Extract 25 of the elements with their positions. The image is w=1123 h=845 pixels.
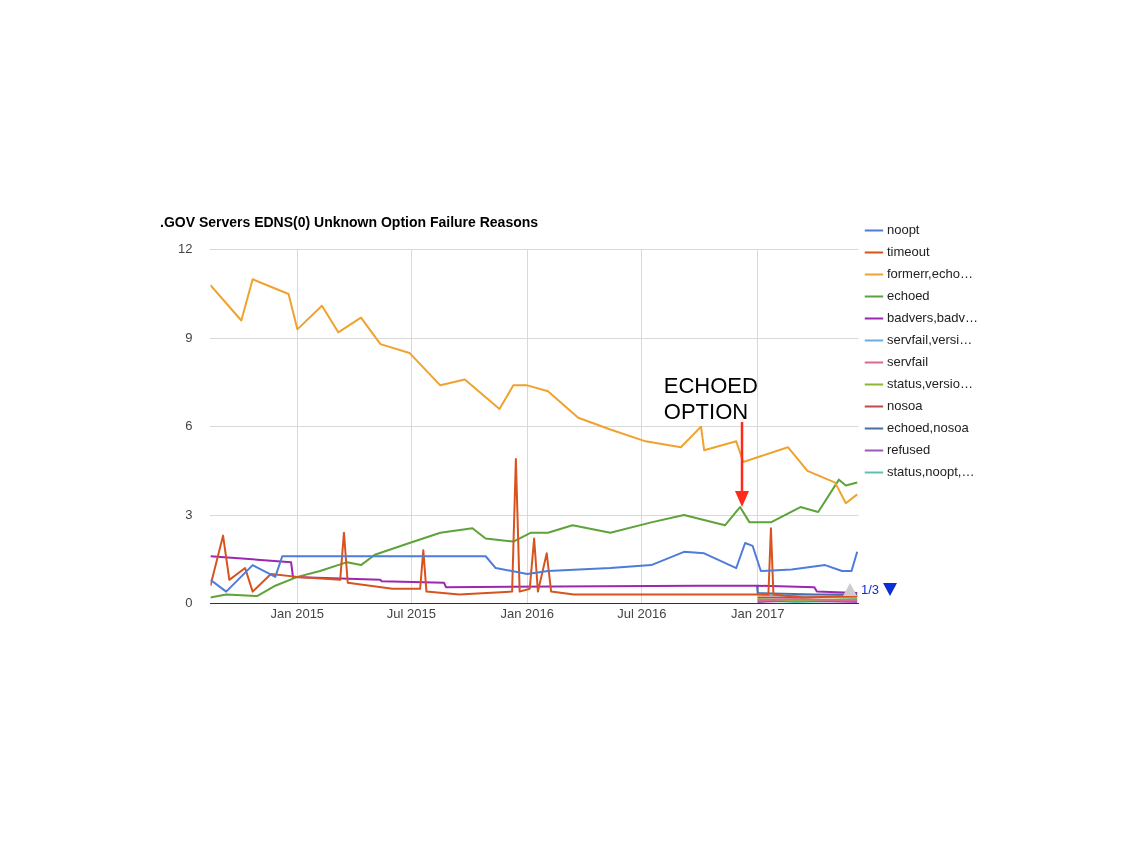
y-tick-label: 9 [185,329,193,345]
legend-label: formerr,echo… [886,266,973,282]
y-tick-label: 12 [177,241,193,257]
legend-label: echoed [886,288,930,304]
text: 1/3 [861,582,880,597]
legend-label: badvers,badv… [886,310,979,326]
annotation: ECHOED OPTION [663,373,758,425]
legend-label: nosoa [886,398,924,414]
legend-label: servfail [886,354,929,370]
legend-label: status,noopt,… [886,464,975,480]
legend-label: noopt [886,222,920,238]
x-tick-label: Jul 2016 [617,605,667,621]
x-tick-label: Jan 2016 [500,605,554,621]
y-tick-label: 0 [185,594,193,610]
x-tick-label: Jul 2015 [386,605,436,621]
legend-label: status,versio… [886,376,973,392]
legend-label: refused [886,442,931,458]
legend-label: timeout [886,244,930,260]
legend-label: echoed,nosoa [886,420,970,436]
y-tick-label: 3 [185,506,193,522]
x-tick-label: Jan 2015 [270,605,325,621]
y-tick-label: 6 [185,418,193,434]
legend-label: servfail,versi… [886,332,973,348]
x-tick-label: Jan 2017 [730,605,785,621]
chart-title: .GOV Servers EDNS(0) Unknown Option Failure Reasons [160,214,539,231]
